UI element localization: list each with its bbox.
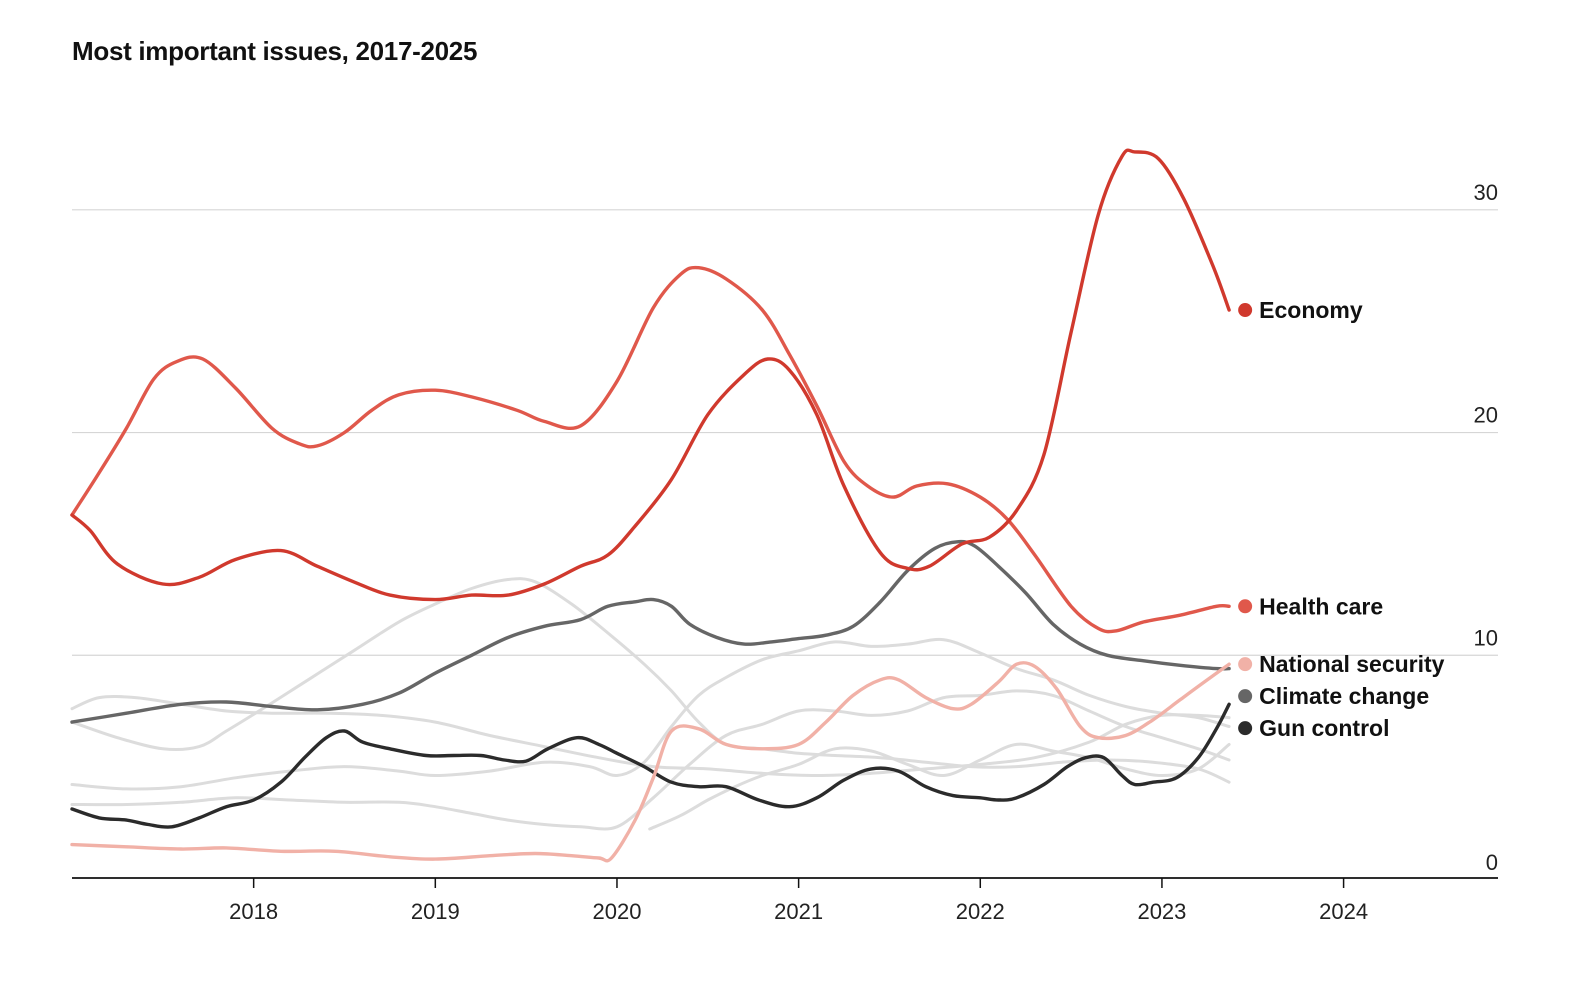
series-line-gun-control [70, 702, 1231, 829]
y-tick-label: 20 [1474, 403, 1498, 428]
y-tick-label: 10 [1474, 625, 1498, 650]
y-tick-label: 30 [1474, 180, 1498, 205]
highlighted-series [70, 148, 1231, 863]
legend-item-climate-change: Climate change [1238, 683, 1429, 709]
legend-label: Health care [1259, 593, 1383, 619]
legend-marker [1238, 599, 1253, 614]
legend-marker [1238, 689, 1253, 704]
legend-marker [1238, 657, 1253, 672]
x-tick-label: 2022 [956, 899, 1005, 924]
series-line-national-security [70, 660, 1231, 863]
chart-title: Most important issues, 2017-2025 [72, 36, 478, 66]
series-line-context [70, 694, 1231, 777]
legend-marker [1238, 721, 1253, 736]
gridlines [72, 209, 1498, 656]
legend-item-national-security: National security [1238, 651, 1445, 677]
x-tick-label: 2020 [592, 899, 641, 924]
series-line-context [648, 742, 1231, 831]
series-line-context [70, 689, 1231, 831]
legend-label: Climate change [1259, 683, 1429, 709]
x-tick-label: 2021 [774, 899, 823, 924]
x-tick-label: 2019 [411, 899, 460, 924]
legend-marker [1238, 303, 1253, 318]
legend-item-economy: Economy [1238, 297, 1363, 323]
x-tick-label: 2018 [229, 899, 278, 924]
x-tick-label: 2024 [1319, 899, 1368, 924]
series-line-economy [70, 148, 1231, 602]
legend: Economy Health care National security Clima… [1238, 297, 1445, 741]
legend-item-health-care: Health care [1238, 593, 1383, 619]
x-tick-label: 2023 [1137, 899, 1186, 924]
series-line-context [70, 577, 1231, 784]
series-line-context [70, 637, 1231, 791]
y-tick-label: 0 [1486, 850, 1498, 875]
x-axis: 2018 2019 2020 2021 2022 2023 2024 [72, 877, 1498, 924]
legend-label: Economy [1259, 297, 1363, 323]
series-line-health-care [70, 265, 1231, 634]
legend-item-gun-control: Gun control [1238, 715, 1389, 741]
legend-label: Gun control [1259, 715, 1389, 741]
legend-label: National security [1259, 651, 1445, 677]
series-line-climate-change [70, 539, 1231, 724]
